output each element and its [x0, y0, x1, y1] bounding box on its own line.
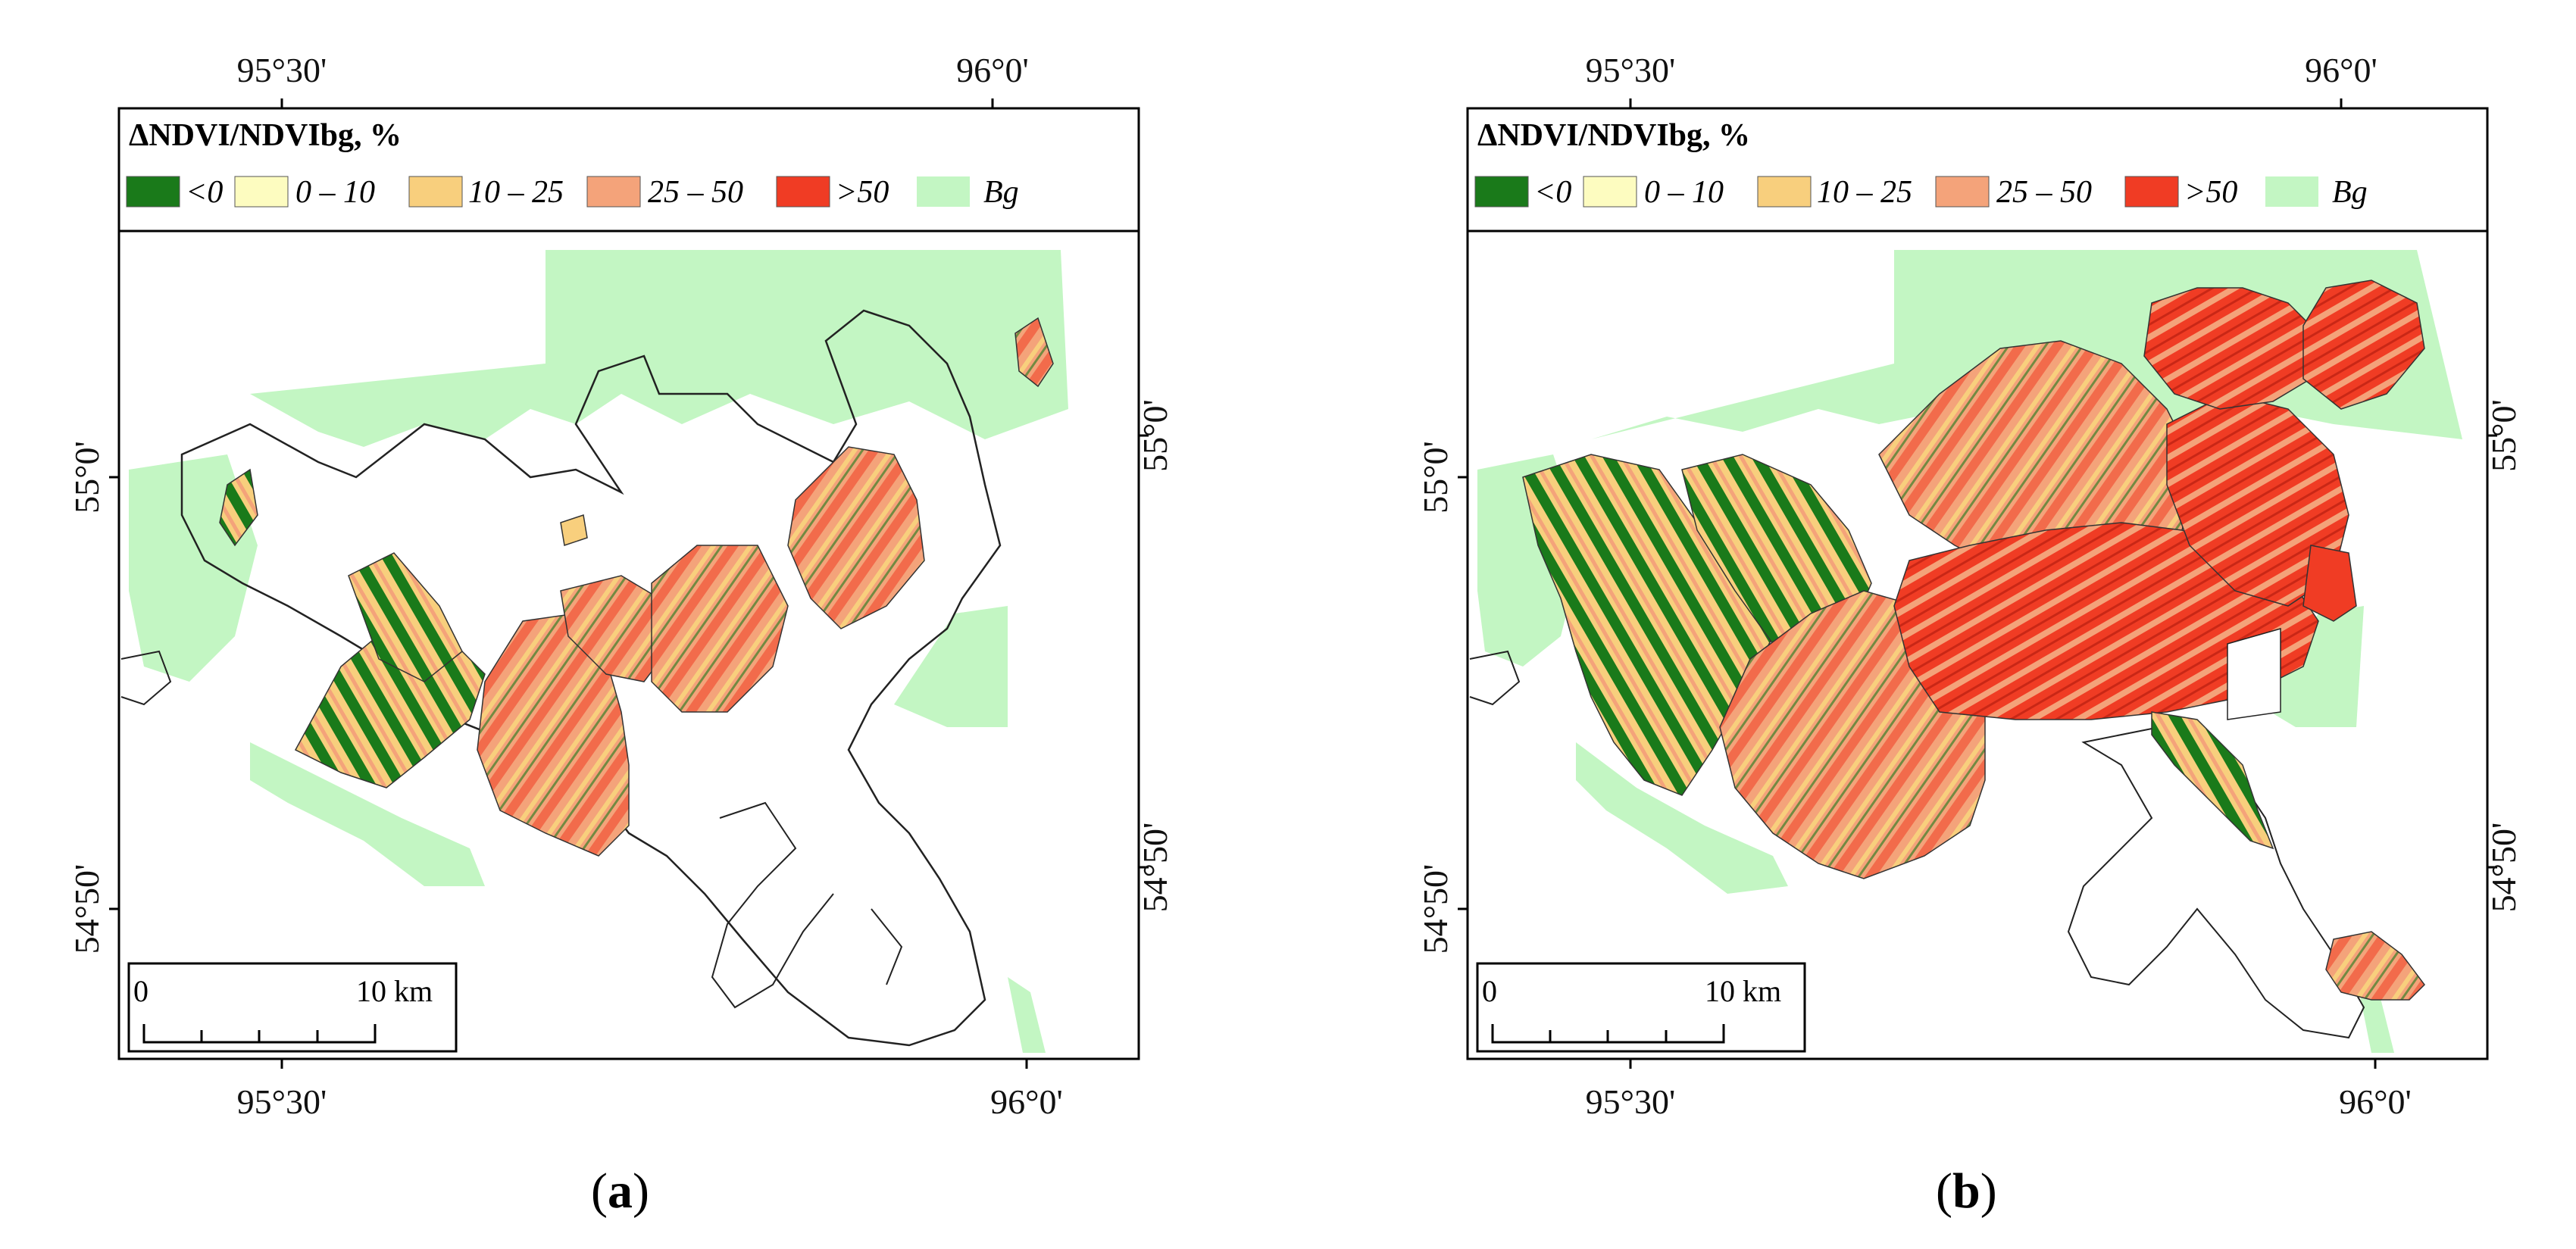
panel-a: ΔNDVI/NDVIbg, % <0 0 – 10 10 – 25 25 – 5… — [67, 51, 1174, 1121]
panel-label-a: (a) — [591, 1163, 649, 1219]
legend-label-25-50: 25 – 50 — [648, 175, 743, 210]
panel-label-a-text: a — [607, 1163, 633, 1219]
unburned-patch-b — [2227, 628, 2281, 720]
legend-b: ΔNDVI/NDVIbg, % <0 0 – 10 10 – 25 25 – 5… — [1474, 118, 2368, 210]
lon-top-1: 95°30' — [1586, 51, 1676, 89]
fire-perimeter-south-a — [711, 801, 903, 1009]
scale-bar-b: 0 10 km — [1476, 962, 1806, 1053]
legend-label-bg: Bg — [2332, 175, 2368, 210]
lon-bottom-2: 96°0' — [2339, 1082, 2412, 1121]
lon-top-2: 96°0' — [956, 51, 1029, 89]
legend-label-0-10: 0 – 10 — [295, 175, 375, 210]
legend-label-neg: <0 — [1534, 175, 1571, 210]
scale-end: 10 km — [356, 974, 433, 1008]
legend-label-10-25: 10 – 25 — [468, 175, 564, 210]
burn-zone-nw-a — [219, 468, 258, 547]
legend-swatch-10-25 — [408, 176, 463, 208]
panel-b: ΔNDVI/NDVIbg, % <0 0 – 10 10 – 25 25 – 5… — [1416, 51, 2523, 1121]
lat-left-1: 55°0' — [67, 441, 106, 514]
legend-a: ΔNDVI/NDVIbg, % <0 0 – 10 10 – 25 25 – 5… — [126, 118, 1019, 210]
lon-bottom-1: 95°30' — [1586, 1082, 1676, 1121]
lat-left-2: 54°50' — [67, 864, 106, 954]
legend-title: ΔNDVI/NDVIbg, % — [1477, 118, 1750, 153]
legend-swatch-bg — [2265, 176, 2318, 207]
lat-right-2: 54°50' — [2484, 823, 2523, 913]
legend-label-neg: <0 — [186, 175, 223, 210]
scale-end: 10 km — [1705, 974, 1781, 1008]
legend-swatch-neg — [1474, 176, 1529, 208]
burn-zone-ne-a — [1014, 317, 1054, 388]
legend-label-0-10: 0 – 10 — [1644, 175, 1724, 210]
bg-forest-north-a — [250, 250, 1068, 447]
legend-title: ΔNDVI/NDVIbg, % — [129, 118, 402, 153]
lat-right-1: 55°0' — [1136, 399, 1174, 472]
legend-label-gt50: >50 — [836, 175, 889, 210]
bg-forest-sw-a — [250, 742, 485, 886]
legend-swatch-0-10 — [234, 176, 289, 208]
bg-forest-se-a — [1008, 977, 1046, 1053]
scale-bar-a: 0 10 km — [127, 962, 458, 1053]
burn-zone-middle-a — [651, 545, 789, 713]
lon-top-1: 95°30' — [237, 51, 327, 89]
bg-forest-east-a — [894, 606, 1008, 727]
lat-right-2: 54°50' — [1136, 823, 1174, 913]
lon-bottom-2: 96°0' — [990, 1082, 1063, 1121]
lat-right-1: 55°0' — [2484, 399, 2523, 472]
map-area-a — [120, 250, 1068, 1053]
legend-swatch-gt50 — [2124, 176, 2179, 208]
burn-zone-westmid-a — [348, 552, 463, 682]
map-area-b — [1469, 250, 2462, 1053]
legend-swatch-10-25 — [1757, 176, 1812, 208]
legend-swatch-0-10 — [1583, 176, 1637, 208]
bg-forest-sw-b — [1576, 742, 1788, 894]
legend-swatch-25-50 — [1935, 176, 1990, 208]
legend-swatch-gt50 — [776, 176, 830, 208]
legend-swatch-bg — [917, 176, 970, 207]
legend-label-bg: Bg — [983, 175, 1019, 210]
lat-left-2: 54°50' — [1416, 864, 1455, 954]
legend-label-25-50: 25 – 50 — [1996, 175, 2092, 210]
burn-zone-east-a — [787, 446, 925, 629]
panel-label-b: (b) — [1936, 1163, 1997, 1219]
scale-start: 0 — [133, 974, 148, 1008]
scale-start: 0 — [1482, 974, 1497, 1008]
legend-label-gt50: >50 — [2184, 175, 2237, 210]
legend-swatch-neg — [126, 176, 180, 208]
bg-forest-east-b — [2258, 606, 2364, 727]
legend-swatch-25-50 — [586, 176, 641, 208]
lon-top-2: 96°0' — [2305, 51, 2377, 89]
fire-perimeter-west-b — [1469, 650, 1521, 706]
legend-label-10-25: 10 – 25 — [1817, 175, 1912, 210]
fire-perimeter-west-a — [120, 650, 172, 706]
lon-bottom-1: 95°30' — [237, 1082, 327, 1121]
burn-zone-east-tip-b — [2302, 545, 2357, 622]
burn-zone-ne2-b — [2302, 279, 2425, 410]
lat-left-1: 55°0' — [1416, 441, 1455, 514]
burn-zone-far-se-b — [2325, 931, 2425, 1001]
burn-zone-small-a — [560, 514, 588, 546]
panel-label-b-text: b — [1952, 1163, 1980, 1219]
burn-zone-red-core-b — [1893, 522, 2319, 720]
burn-zone-southeast-b — [2151, 711, 2274, 850]
